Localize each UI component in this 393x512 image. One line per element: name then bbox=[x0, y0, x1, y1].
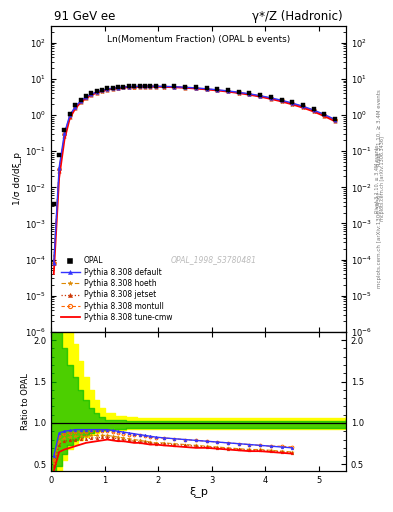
Y-axis label: Rivet 3.1.10, ≥ 3.4M events
mcplots.cern.ch [arXiv:1306.3436]: Rivet 3.1.10, ≥ 3.4M events mcplots.cern… bbox=[375, 136, 386, 221]
Y-axis label: Ratio to OPAL: Ratio to OPAL bbox=[21, 373, 30, 430]
Text: 91 GeV ee: 91 GeV ee bbox=[54, 10, 116, 23]
Y-axis label: 1/σ dσ/dξ_p: 1/σ dσ/dξ_p bbox=[13, 152, 22, 205]
Text: OPAL_1998_S3780481: OPAL_1998_S3780481 bbox=[170, 255, 256, 265]
X-axis label: ξ_p: ξ_p bbox=[189, 486, 208, 497]
Text: Ln(Momentum Fraction) (OPAL b events): Ln(Momentum Fraction) (OPAL b events) bbox=[107, 35, 290, 44]
Text: mcplots.cern.ch [arXiv:1306.3436]: mcplots.cern.ch [arXiv:1306.3436] bbox=[377, 193, 382, 288]
Text: γ*/Z (Hadronic): γ*/Z (Hadronic) bbox=[252, 10, 343, 23]
Legend: OPAL, Pythia 8.308 default, Pythia 8.308 hoeth, Pythia 8.308 jetset, Pythia 8.30: OPAL, Pythia 8.308 default, Pythia 8.308… bbox=[58, 253, 175, 325]
Text: Rivet 3.1.10, ≥ 3.4M events: Rivet 3.1.10, ≥ 3.4M events bbox=[377, 90, 382, 166]
